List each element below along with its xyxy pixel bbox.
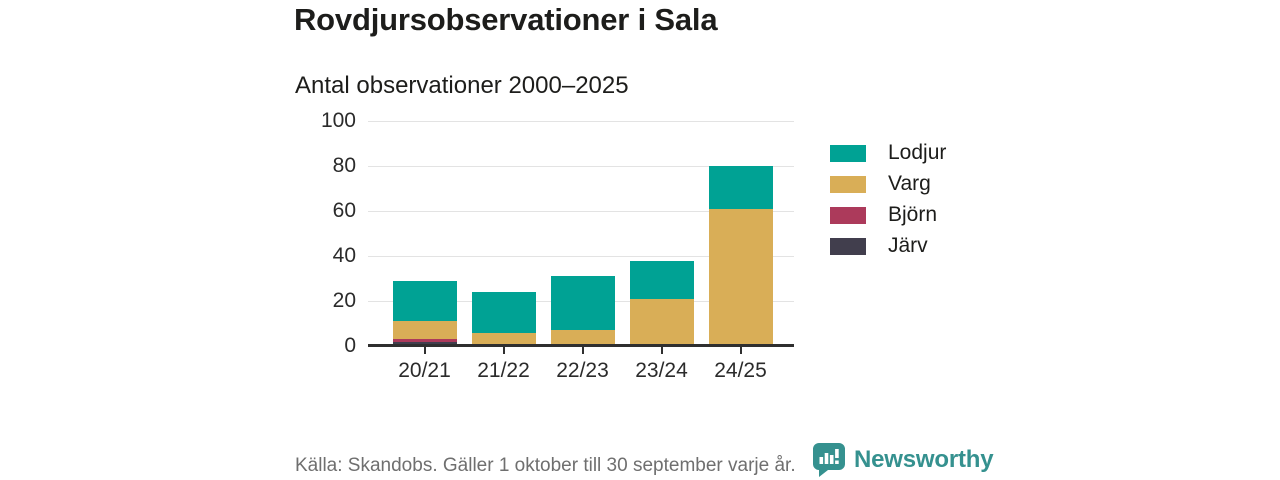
plot-area (368, 120, 794, 354)
bar-segment-22-23-varg (550, 330, 615, 344)
x-tick-22-23 (581, 346, 584, 354)
y-tick-label-0: 0 (344, 334, 356, 357)
bar-segment-24-25-varg (708, 208, 773, 344)
gridline-100 (368, 120, 794, 122)
bar-segment-21-22-varg (471, 332, 536, 346)
bar-segment-23-24-lodjur (629, 260, 694, 299)
legend-item-lodjur: Lodjur (830, 140, 946, 166)
y-tick-label-20: 20 (332, 289, 356, 312)
legend-label-lodjur: Lodjur (888, 141, 947, 164)
x-tick-label-20-21: 20/21 (398, 359, 451, 382)
legend: Lodjur Varg Björn Järv (830, 140, 946, 264)
source-note: Källa: Skandobs. Gäller 1 oktober till 3… (295, 455, 796, 476)
newsworthy-logo: Newsworthy (813, 443, 994, 477)
bar-segment-20-21-varg (392, 321, 457, 340)
legend-item-björn: Björn (830, 202, 946, 228)
bar-segment-23-24-varg (629, 298, 694, 344)
y-tick-label-60: 60 (332, 199, 356, 222)
bar-segment-21-22-lodjur (471, 292, 536, 333)
bar-segment-20-21-järv (392, 341, 457, 346)
legend-label-järv: Järv (888, 234, 928, 257)
legend-swatch-varg (830, 175, 866, 193)
x-tick-21-22 (502, 346, 505, 354)
y-tick-label-40: 40 (332, 244, 356, 267)
x-tick-label-23-24: 23/24 (635, 359, 688, 382)
chart-title: Rovdjursobservationer i Sala (294, 2, 718, 37)
x-tick-24-25 (739, 346, 742, 354)
legend-label-varg: Varg (888, 172, 931, 195)
chart-subtitle: Antal observationer 2000–2025 (295, 72, 629, 99)
legend-swatch-lodjur (830, 144, 866, 162)
legend-swatch-järv (830, 237, 866, 255)
x-tick-20-21 (423, 346, 426, 354)
x-tick-label-21-22: 21/22 (477, 359, 530, 382)
y-tick-label-100: 100 (320, 109, 356, 132)
legend-swatch-björn (830, 206, 866, 224)
x-axis-line (368, 344, 794, 347)
x-tick-23-24 (660, 346, 663, 354)
x-tick-label-24-25: 24/25 (714, 359, 767, 382)
bar-segment-24-25-lodjur (708, 166, 773, 209)
legend-label-björn: Björn (888, 203, 938, 226)
x-tick-label-22-23: 22/23 (556, 359, 609, 382)
bar-segment-20-21-lodjur (392, 280, 457, 322)
legend-item-järv: Järv (830, 233, 946, 259)
gridline-40 (368, 255, 794, 257)
newsworthy-bubble-chart-icon (813, 443, 845, 477)
newsworthy-wordmark: Newsworthy (854, 446, 994, 473)
legend-item-varg: Varg (830, 171, 946, 197)
gridline-80 (368, 165, 794, 167)
y-tick-label-80: 80 (332, 154, 356, 177)
gridline-60 (368, 210, 794, 212)
bar-segment-20-21-björn (392, 339, 457, 342)
bar-segment-22-23-lodjur (550, 276, 615, 331)
